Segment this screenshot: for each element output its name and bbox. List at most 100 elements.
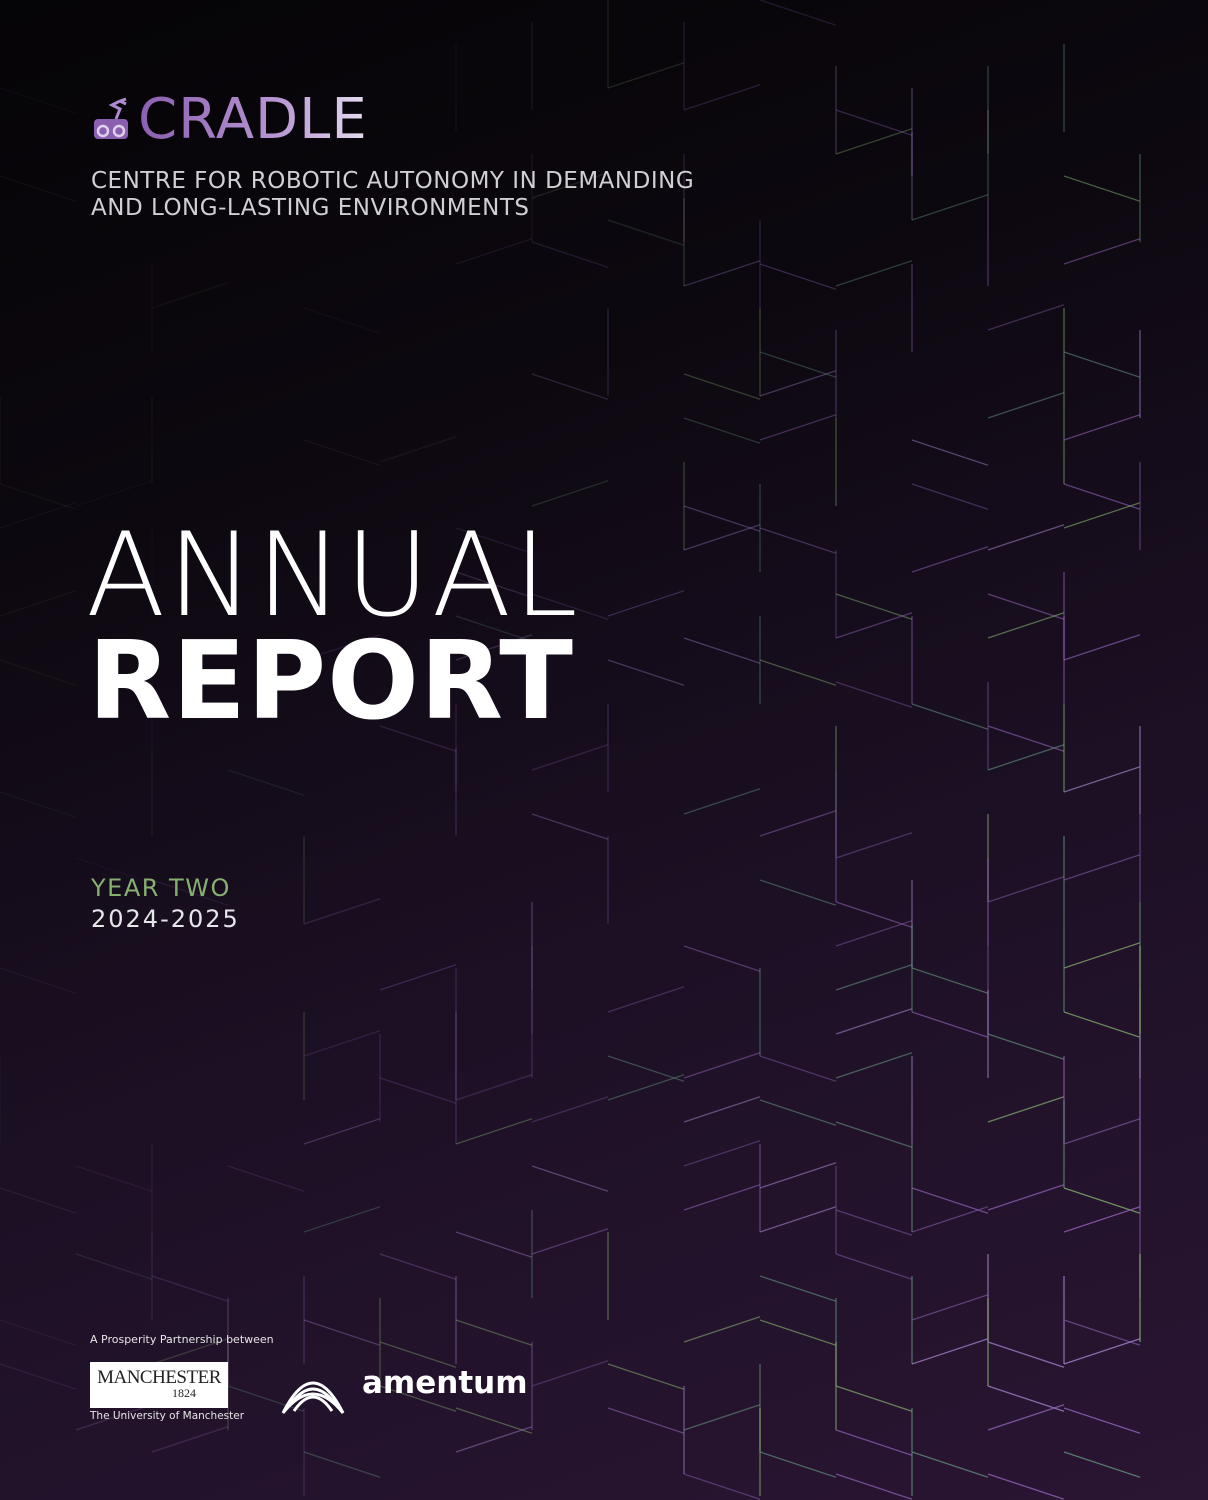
pattern-line — [759, 879, 837, 906]
pattern-line — [835, 1209, 913, 1236]
pattern-line — [759, 1162, 837, 1189]
pattern-line — [303, 307, 381, 334]
pattern-line — [1063, 483, 1141, 510]
pattern-line — [379, 1253, 457, 1280]
pattern-line — [987, 392, 1065, 419]
pattern-line — [683, 1404, 761, 1431]
amentum-wordmark: amentum — [362, 1365, 528, 1401]
pattern-line — [835, 1253, 913, 1280]
title-report: REPORT — [88, 619, 574, 744]
pattern-line — [531, 744, 609, 771]
pattern-line — [75, 1165, 153, 1192]
pattern-line — [151, 879, 229, 906]
pattern-line — [835, 1121, 913, 1148]
pattern-line — [607, 1363, 685, 1390]
pattern-line — [759, 1319, 837, 1346]
pattern-line — [683, 373, 761, 400]
pattern-line — [759, 659, 837, 686]
pattern-line — [759, 527, 837, 554]
pattern-line — [531, 480, 609, 507]
subtitle-line: CENTRE FOR ROBOTIC AUTONOMY IN DEMANDING — [91, 168, 695, 194]
pattern-line — [911, 1294, 989, 1321]
pattern-line — [683, 417, 761, 444]
pattern-line — [683, 1184, 761, 1211]
pattern-line — [379, 1385, 457, 1412]
pattern-line — [379, 1341, 457, 1368]
pattern-line — [911, 1011, 989, 1038]
pattern-line — [759, 1099, 837, 1126]
pattern-line — [835, 1052, 913, 1079]
manchester-year: 1824 — [172, 1386, 196, 1400]
pattern-line — [835, 832, 913, 859]
pattern-line — [911, 1187, 989, 1214]
pattern-line — [607, 659, 685, 686]
pattern-line — [531, 172, 609, 199]
pattern-line — [455, 1118, 533, 1145]
pattern-line — [987, 1385, 1065, 1412]
pattern-line — [683, 1140, 761, 1167]
pattern-line — [531, 1096, 609, 1123]
pattern-line — [835, 260, 913, 287]
pattern-line — [1063, 351, 1141, 378]
pattern-line — [987, 876, 1065, 903]
report-dates: 2024-2025 — [91, 905, 240, 933]
pattern-line — [759, 263, 837, 290]
pattern-line — [835, 920, 913, 947]
pattern-line — [0, 1187, 77, 1214]
pattern-line — [1063, 766, 1141, 793]
pattern-line — [303, 1118, 381, 1145]
pattern-line — [683, 788, 761, 815]
pattern-line — [455, 1407, 533, 1434]
pattern-line — [455, 1319, 533, 1346]
pattern-line — [303, 1451, 381, 1478]
pattern-line — [1063, 1011, 1141, 1038]
title-annual: ANNUAL — [86, 508, 580, 643]
robot-icon — [94, 97, 128, 139]
pattern-line — [987, 524, 1065, 551]
pattern-line — [455, 615, 533, 642]
pattern-line — [531, 1360, 609, 1387]
pattern-line — [683, 524, 761, 551]
pattern-line — [1063, 414, 1141, 441]
pattern-line — [455, 1074, 533, 1101]
pattern-line — [0, 590, 77, 617]
pattern-line — [759, 1206, 837, 1233]
pattern-line — [759, 370, 837, 397]
pattern-line — [379, 725, 457, 752]
pattern-line — [835, 593, 913, 620]
pattern-line — [455, 1426, 533, 1453]
pattern-line — [683, 1473, 761, 1500]
pattern-line — [759, 810, 837, 837]
pattern-line — [531, 241, 609, 268]
pattern-line — [379, 172, 457, 199]
pattern-line — [835, 1429, 913, 1456]
subtitle-line: AND LONG-LASTING ENVIRONMENTS — [91, 195, 530, 221]
pattern-line — [835, 612, 913, 639]
pattern-line — [607, 219, 685, 246]
pattern-line — [683, 945, 761, 972]
pattern-line — [911, 967, 989, 994]
pattern-line — [759, 1275, 837, 1302]
pattern-line — [75, 1253, 153, 1280]
pattern-line — [531, 813, 609, 840]
pattern-line — [455, 1231, 533, 1258]
pattern-line — [607, 1407, 685, 1434]
amentum-arch-icon — [281, 1381, 345, 1414]
pattern-line — [531, 373, 609, 400]
pattern-line — [835, 1385, 913, 1412]
pattern-line — [1063, 1187, 1141, 1214]
pattern-line — [227, 1385, 305, 1412]
pattern-line — [1063, 942, 1141, 969]
cradle-logo: CRADLE — [90, 92, 368, 148]
pattern-line — [531, 1228, 609, 1255]
pattern-line — [455, 527, 533, 554]
pattern-line — [911, 483, 989, 510]
pattern-line — [987, 1096, 1065, 1123]
subtitle: CENTRE FOR ROBOTIC AUTONOMY IN DEMANDING… — [91, 168, 694, 222]
pattern-line — [0, 791, 77, 818]
pattern-line — [759, 1451, 837, 1478]
pattern-line — [531, 593, 609, 620]
pattern-line — [835, 681, 913, 708]
pattern-line — [1063, 502, 1141, 529]
